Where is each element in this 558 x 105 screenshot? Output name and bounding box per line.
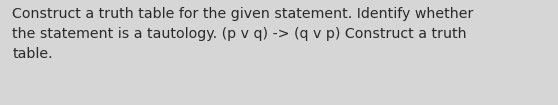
Text: Construct a truth table for the given statement. Identify whether
the statement : Construct a truth table for the given st… — [12, 7, 474, 61]
